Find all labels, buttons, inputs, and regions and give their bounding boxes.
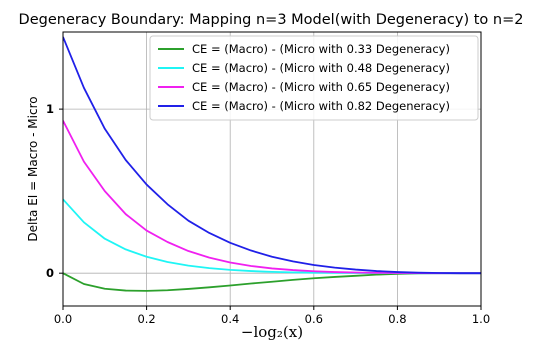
y-tick-label: 0 [46, 266, 54, 280]
chart-title: Degeneracy Boundary: Mapping n=3 Model(w… [19, 12, 524, 28]
series-line-2 [63, 198, 481, 275]
series-line-1 [63, 272, 481, 292]
x-tick-label: 0.6 [305, 312, 323, 326]
y-axis-label: Delta EI = Macro - Micro [26, 96, 40, 241]
y-tick-label: 1 [46, 102, 54, 116]
x-tick-label: 0.8 [388, 312, 406, 326]
x-axis-label: −log₂(x) [241, 323, 303, 341]
legend-entry-1: CE = (Macro) - (Micro with 0.33 Degenera… [192, 42, 450, 56]
x-tick-label: 1.0 [472, 312, 490, 326]
legend-entry-2: CE = (Macro) - (Micro with 0.48 Degenera… [192, 61, 450, 75]
x-tick-label: 0.4 [221, 312, 239, 326]
legend: CE = (Macro) - (Micro with 0.33 Degenera… [149, 35, 479, 121]
legend-entry-3: CE = (Macro) - (Micro with 0.65 Degenera… [192, 80, 450, 94]
x-tick-label: 0.0 [54, 312, 72, 326]
series-lines [63, 36, 481, 292]
series-line-4 [63, 36, 481, 275]
x-tick-label: 0.2 [137, 312, 155, 326]
legend-box [149, 35, 479, 121]
plot-frame [62, 31, 482, 307]
legend-entry-4: CE = (Macro) - (Micro with 0.82 Degenera… [192, 99, 450, 113]
axis-ticks: 0.0 0.2 0.4 0.6 0.8 1.0 0 1 [46, 102, 490, 326]
